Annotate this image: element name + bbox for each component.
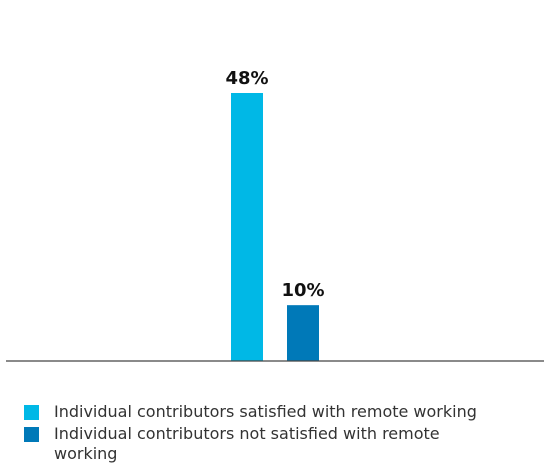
- legend: Individual contributors satisfied with r…: [24, 402, 554, 464]
- legend-swatch-satisfied: [24, 405, 39, 420]
- bars-layer: [231, 93, 319, 361]
- value-labels-layer: 48% 10%: [225, 68, 324, 301]
- legend-item-satisfied: Individual contributors satisfied with r…: [24, 402, 554, 422]
- bar-not-satisfied: [287, 305, 319, 361]
- legend-label-not-satisfied: Individual contributors not satisfied wi…: [54, 424, 440, 463]
- legend-swatch-not-satisfied: [24, 427, 39, 442]
- value-label-satisfied: 48%: [225, 68, 268, 89]
- value-label-not-satisfied: 10%: [281, 280, 324, 301]
- bar-satisfied: [231, 93, 263, 361]
- legend-item-not-satisfied: Individual contributors not satisfied wi…: [24, 424, 554, 464]
- legend-label-satisfied: Individual contributors satisfied with r…: [54, 402, 477, 421]
